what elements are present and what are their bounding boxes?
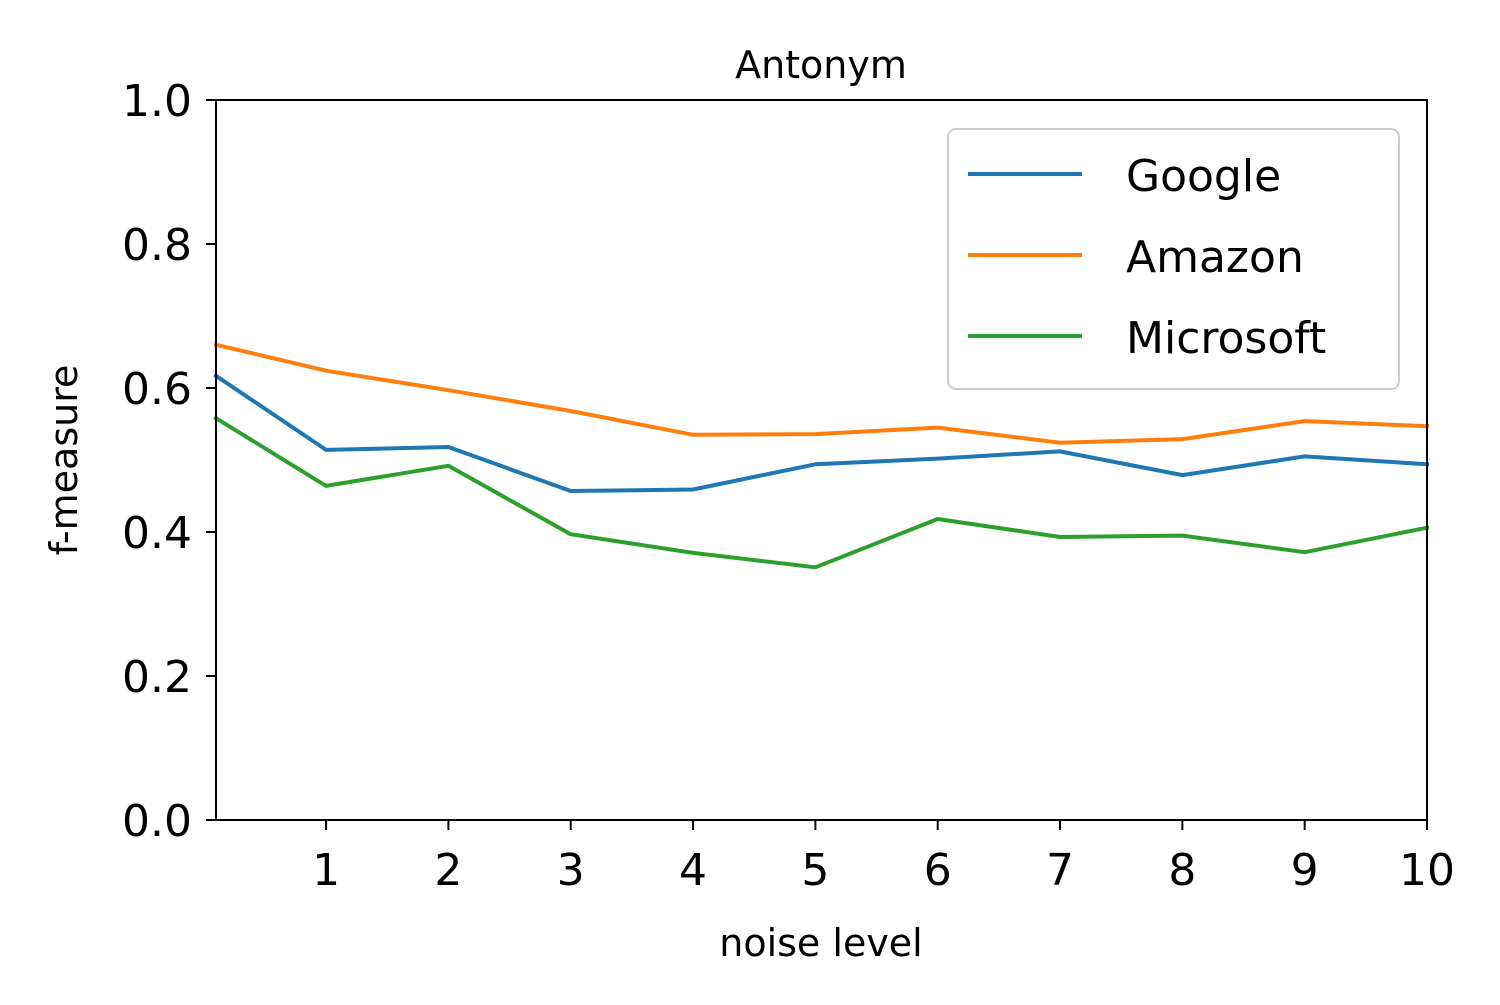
x-tick-label: 6	[924, 845, 952, 896]
series-line-microsoft	[213, 415, 1430, 570]
plot-frame	[215, 99, 1428, 821]
x-tick-label: 10	[1399, 845, 1455, 896]
series-layer	[213, 342, 1430, 570]
chart-title: Antonym	[735, 43, 907, 87]
legend-box	[947, 128, 1400, 390]
legend-label-amazon: Amazon	[1126, 232, 1304, 283]
legend-label-microsoft: Microsoft	[1126, 313, 1326, 364]
x-tick-label: 3	[557, 845, 585, 896]
y-tick-label: 0.8	[122, 220, 192, 271]
x-tick-label: 1	[312, 845, 340, 896]
legend-label-google: Google	[1126, 151, 1281, 202]
x-axis-label: noise level	[719, 921, 923, 965]
legend-items: Google Amazon Microsoft	[968, 151, 1326, 364]
legend: Google Amazon Microsoft	[947, 128, 1400, 390]
y-tick-label: 1.0	[122, 76, 192, 127]
x-tick-label: 9	[1291, 845, 1319, 896]
ticks-layer: 1 2 3 4 5 6 7 8 9 10 0.0 0.2 0.4 0.6 0.8 1.0	[122, 76, 1455, 896]
y-tick-label: 0.0	[122, 796, 192, 847]
y-tick-label: 0.6	[122, 364, 192, 415]
y-axis-label: f-measure	[42, 365, 86, 556]
series-line-amazon	[213, 342, 1430, 445]
x-tick-label: 7	[1046, 845, 1074, 896]
x-tick-label: 2	[434, 845, 462, 896]
series-line-google	[213, 373, 1430, 493]
x-tick-label: 5	[801, 845, 829, 896]
x-tick-label: 8	[1168, 845, 1196, 896]
x-tick-label: 4	[679, 845, 707, 896]
y-tick-label: 0.4	[122, 508, 192, 559]
y-tick-label: 0.2	[122, 652, 192, 703]
